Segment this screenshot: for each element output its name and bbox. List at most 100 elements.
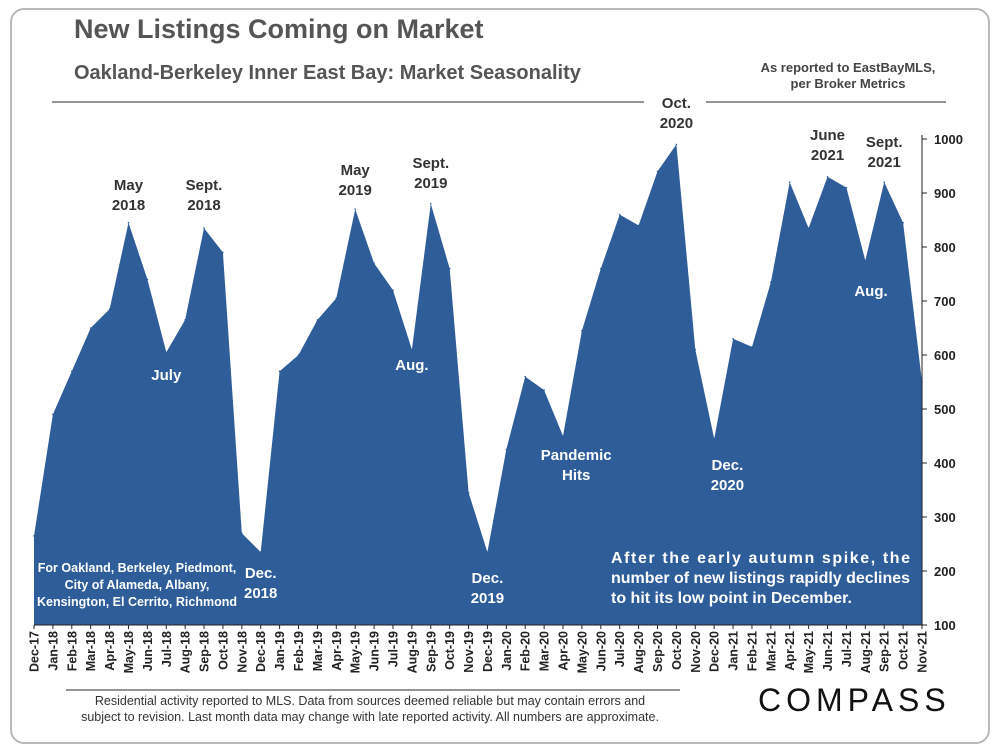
x-tick-label: Mar-19 — [311, 631, 325, 671]
data-point — [524, 375, 526, 378]
x-tick-label: Aug-21 — [859, 631, 873, 673]
y-tick-label: 300 — [934, 510, 956, 525]
peak-label-line: 2018 — [187, 197, 220, 214]
footnote-line-2: subject to revision. Last month data may… — [81, 710, 659, 724]
data-point — [184, 319, 186, 321]
data-point — [373, 262, 375, 265]
peak-label-line: May — [114, 177, 144, 194]
data-point — [694, 348, 697, 351]
peak-label: Oct. 2020 — [660, 95, 693, 132]
peak-label: Dec. 2019 — [471, 570, 504, 607]
data-point — [562, 435, 564, 437]
peak-label-line: Sept. — [866, 134, 903, 151]
x-tick-label: Sep-18 — [198, 631, 212, 672]
x-tick-label: Nov-20 — [689, 631, 703, 673]
x-tick-label: Jun-19 — [368, 631, 382, 671]
data-point — [411, 348, 413, 351]
footnote-line-1: Residential activity reported to MLS. Da… — [94, 694, 646, 708]
x-tick-label: Mar-20 — [538, 631, 552, 671]
data-point — [354, 208, 357, 210]
data-point — [165, 351, 168, 354]
peak-label-line: Dec. — [712, 457, 744, 474]
peak-label-line: 2021 — [868, 154, 901, 171]
x-tick-label: Jun-20 — [594, 631, 608, 671]
data-point — [259, 551, 262, 553]
coverage-note: For Oakland, Berkeley, Piedmont, City of … — [37, 561, 237, 609]
seasonality-callout: After the early autumn spike, the number … — [611, 550, 910, 607]
x-tick-label: Oct-20 — [670, 631, 684, 670]
data-point — [826, 176, 829, 178]
peak-label: June 2021 — [810, 127, 845, 164]
data-point — [203, 227, 205, 229]
x-tick-label: May-20 — [575, 631, 589, 673]
x-tick-label: Dec-20 — [708, 631, 722, 672]
data-point — [600, 267, 602, 270]
x-tick-label: Sep-20 — [651, 631, 665, 672]
x-tick-label: Jul-19 — [387, 631, 401, 667]
x-tick-label: Mar-18 — [84, 631, 98, 671]
peak-label-line: Sept. — [186, 177, 223, 194]
y-tick-label: 700 — [934, 294, 956, 309]
peak-label: Sept. 2019 — [412, 155, 449, 192]
x-tick-label: Jan-19 — [273, 631, 287, 671]
seasonality-callout-line: to hit its low point in December. — [611, 590, 852, 607]
x-tick-label: Jan-18 — [46, 631, 60, 671]
chart-title: New Listings Coming on Market — [74, 14, 484, 44]
peak-label: Dec. 2020 — [711, 457, 744, 494]
peak-label-line: 2018 — [244, 585, 277, 602]
x-tick-label: Feb-20 — [519, 631, 533, 671]
x-tick-label: Apr-18 — [103, 631, 117, 671]
peak-label-line: June — [810, 127, 845, 144]
data-point — [713, 437, 715, 440]
data-point — [392, 289, 394, 292]
y-tick-label: 200 — [934, 564, 956, 579]
x-tick-label: May-19 — [349, 631, 363, 673]
peak-label-line: Dec. — [245, 565, 277, 582]
x-tick-label: Oct-19 — [443, 631, 457, 670]
peak-label: Sept. 2018 — [186, 177, 223, 214]
x-tick-label: Feb-21 — [746, 631, 760, 671]
source-line-2: per Broker Metrics — [790, 76, 906, 91]
data-point — [127, 221, 130, 224]
y-tick-label: 500 — [934, 402, 956, 417]
seasonality-callout-line: number of new listings rapidly declines — [611, 570, 910, 587]
x-tick-label: Aug-18 — [179, 631, 193, 673]
peak-label-line: Aug. — [854, 283, 887, 300]
data-point — [222, 251, 224, 254]
x-tick-label: Jun-18 — [141, 631, 155, 671]
peak-label-line: 2019 — [471, 590, 504, 607]
peak-label-line: 2019 — [339, 182, 372, 199]
y-tick-label: 600 — [934, 348, 956, 363]
compass-logo: COMPASS — [758, 682, 951, 718]
peak-label-line: July — [151, 367, 182, 384]
data-point — [732, 338, 734, 340]
x-tick-label: Apr-20 — [557, 631, 571, 671]
y-tick-label: 400 — [934, 456, 956, 471]
data-point — [807, 227, 810, 229]
data-point — [316, 319, 319, 321]
data-point — [845, 186, 848, 189]
data-point — [448, 267, 451, 270]
coverage-note-line: Kensington, El Cerrito, Richmond — [37, 595, 237, 609]
data-point — [467, 491, 470, 494]
data-point — [89, 327, 92, 329]
seasonality-callout-line: After the early autumn spike, the — [611, 550, 910, 567]
peak-label-line: Oct. — [662, 95, 691, 112]
peak-label-line: 2021 — [811, 147, 844, 164]
series-area — [34, 144, 922, 625]
source-note: As reported to EastBayMLS, per Broker Me… — [748, 60, 948, 92]
data-point — [864, 259, 867, 262]
data-point — [486, 551, 489, 553]
data-point — [146, 278, 149, 281]
peak-label-line: Aug. — [395, 357, 428, 374]
x-tick-label: Nov-19 — [462, 631, 476, 673]
data-point — [505, 448, 508, 451]
peak-label-line: Sept. — [412, 155, 449, 172]
x-tick-label: Jan-20 — [500, 631, 514, 671]
x-tick-label: Dec-17 — [28, 631, 42, 672]
data-point — [902, 221, 904, 224]
peak-label-line: May — [341, 162, 371, 179]
data-point — [33, 535, 35, 537]
